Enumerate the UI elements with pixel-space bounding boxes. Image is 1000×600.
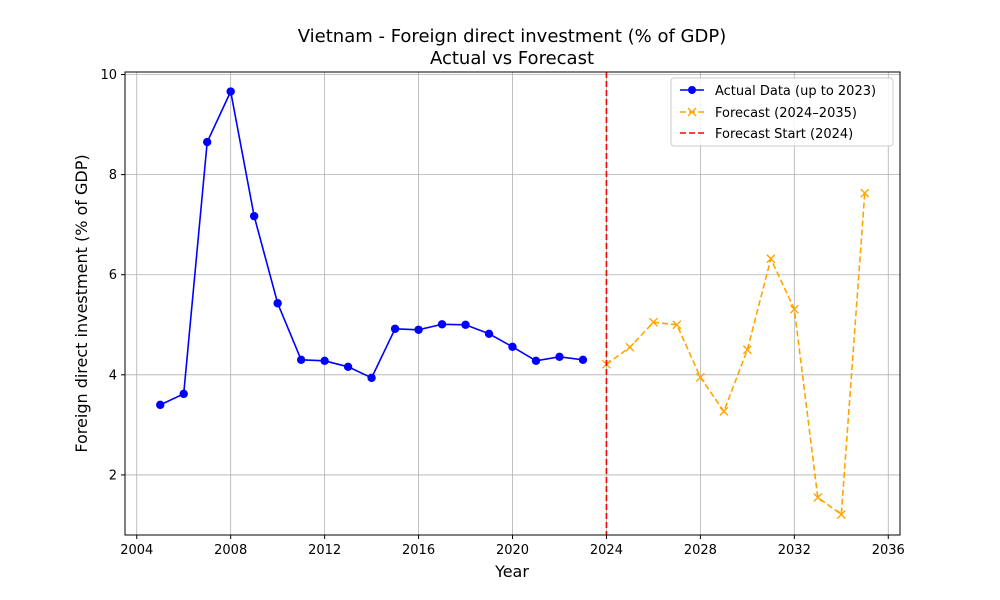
data-point-forecast <box>766 254 776 264</box>
data-point-actual <box>273 299 282 308</box>
x-axis-label: Year <box>494 562 529 581</box>
data-point-actual <box>320 356 329 366</box>
plot-area <box>156 72 870 535</box>
x-tick-label: 2004 <box>120 543 153 558</box>
data-point-forecast <box>742 345 752 355</box>
data-point-forecast <box>672 320 682 330</box>
data-point-actual <box>531 356 541 366</box>
chart-title: Vietnam - Foreign direct investment (% o… <box>298 26 726 47</box>
grid-lines <box>125 72 900 535</box>
data-point-actual <box>578 355 588 365</box>
data-point-forecast <box>695 372 705 382</box>
y-tick-label: 8 <box>109 168 117 183</box>
data-point-forecast <box>836 509 846 519</box>
data-point-actual <box>156 400 165 410</box>
y-tick-label: 2 <box>109 468 117 483</box>
legend-box <box>670 77 894 147</box>
x-tick-label: 2020 <box>496 543 529 558</box>
data-point-actual <box>437 320 447 329</box>
y-axis-label: Foreign direct investment (% of GDP) <box>72 154 91 452</box>
data-point-actual <box>484 329 494 338</box>
data-point-actual <box>296 355 306 365</box>
data-point-actual <box>555 352 564 362</box>
data-point-forecast <box>719 406 729 416</box>
data-point-forecast <box>648 317 658 327</box>
legend-forecast-label: Forecast (2024–2035) <box>715 106 857 121</box>
legend-forecast-marker <box>687 107 697 117</box>
x-tick-label: 2012 <box>308 543 341 558</box>
series-forecast-line <box>605 193 866 516</box>
data-point-actual <box>249 211 259 221</box>
data-point-actual <box>390 324 400 333</box>
data-point-actual <box>508 342 517 351</box>
x-tick-label: 2008 <box>214 543 247 558</box>
data-point-actual <box>461 320 470 329</box>
y-tick-label: 4 <box>109 368 117 383</box>
data-point-actual <box>179 389 188 399</box>
data-point-actual <box>202 137 212 147</box>
data-point-forecast <box>625 342 635 352</box>
data-point-forecast <box>860 188 870 198</box>
chart-subtitle: Actual vs Forecast <box>430 48 594 69</box>
data-point-forecast <box>789 304 799 314</box>
x-tick-label: 2028 <box>684 543 717 558</box>
x-tick-label: 2036 <box>872 543 905 558</box>
legend-actual-label: Actual Data (up to 2023) <box>715 84 876 99</box>
y-tick-label: 10 <box>100 68 117 83</box>
legend-actual-marker <box>688 86 696 94</box>
data-point-actual <box>226 87 235 96</box>
data-point-actual <box>343 362 353 372</box>
legend-forecast-start-label: Forecast Start (2024) <box>715 127 853 142</box>
x-tick-label: 2032 <box>778 543 811 558</box>
axis-ticks: 2004 2008 2012 2016 2020 2024 2028 2032 2036 2 4 6 8… <box>100 68 904 558</box>
y-tick-label: 6 <box>109 268 117 283</box>
legend: Actual Data (up to 2023) Forecast (2024–… <box>670 77 894 147</box>
data-point-actual <box>367 373 376 383</box>
data-point-actual <box>414 325 423 334</box>
x-tick-label: 2024 <box>590 543 623 558</box>
x-tick-label: 2016 <box>402 543 435 558</box>
data-point-forecast <box>813 492 823 502</box>
